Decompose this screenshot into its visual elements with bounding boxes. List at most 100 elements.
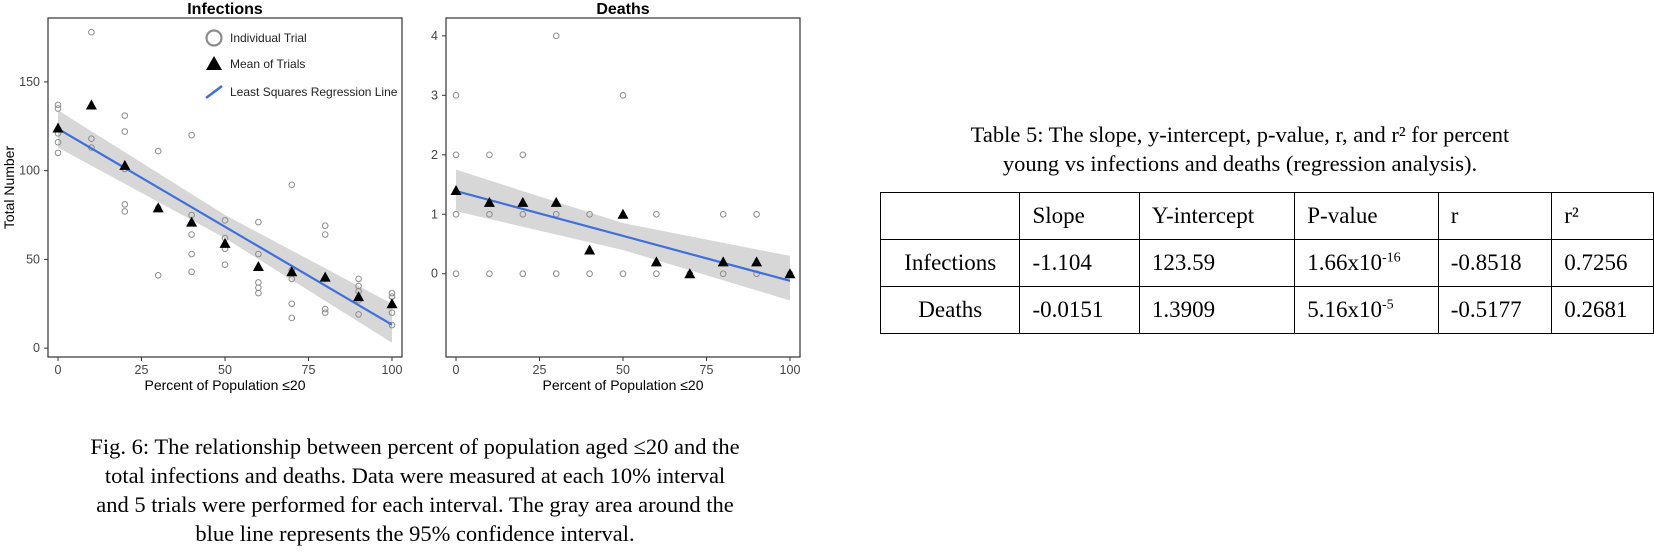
infections-trial-point	[54, 149, 62, 157]
deaths-mean-marker	[784, 268, 796, 279]
table-cell-r: -0.8518	[1437, 239, 1553, 287]
deaths-mean-marker	[517, 196, 529, 207]
deaths-trial-point	[653, 270, 660, 278]
table-cell-slope: -1.104	[1019, 239, 1140, 287]
deaths-mean-marker	[684, 268, 696, 279]
infections-x-tick-label: 25	[135, 363, 149, 377]
table-row: Deaths -0.0151 1.3909 5.16x10-5 -0.5177 …	[879, 286, 1654, 334]
infections-mean-marker	[52, 122, 64, 133]
infections-trial-point	[255, 218, 262, 226]
deaths-mean-marker	[717, 256, 729, 267]
legend-regression-marker	[205, 85, 223, 99]
deaths-mean-marker	[751, 256, 763, 267]
infections-mean-marker	[152, 202, 164, 213]
infections-trial-point	[355, 275, 362, 283]
deaths-x-tick-label: 100	[780, 363, 801, 377]
infections-trial-point	[321, 222, 329, 229]
infections-trial-point	[321, 309, 329, 316]
infections-regression-line	[57, 127, 393, 326]
deaths-y-tick-label: 4	[431, 29, 438, 43]
deaths-trial-point	[486, 151, 493, 159]
infections-mean-marker	[386, 298, 398, 309]
infections-trial-point	[154, 147, 162, 155]
table-header-row: Slope Y-intercept P-value r r²	[879, 192, 1654, 240]
table-header-r: r	[1437, 192, 1553, 240]
infections-mean-marker	[119, 159, 131, 170]
deaths-panel: Deaths 0 25 50 75 100 0 1 2 3 4 Percent of Populati…	[431, 1, 801, 393]
infections-trial-point	[321, 231, 329, 238]
infections-mean-marker	[219, 237, 231, 248]
infections-x-tick-label: 100	[382, 363, 403, 377]
deaths-trial-point	[486, 210, 493, 218]
infections-trial-point	[388, 309, 396, 316]
deaths-trial-point	[586, 210, 593, 218]
infections-trial-point	[288, 300, 296, 308]
legend-label: Mean of Trials	[230, 57, 305, 71]
deaths-trial-point	[552, 270, 560, 278]
figure-caption: Fig. 6: The relationship between percent…	[20, 432, 810, 548]
caption-line: blue line represents the 95% confidence …	[195, 521, 635, 546]
table-cell-intercept: 123.59	[1138, 239, 1296, 287]
infections-trial-point	[54, 138, 62, 146]
infections-mean-marker	[85, 99, 97, 110]
infections-trial-point	[255, 250, 262, 258]
deaths-trial-point	[586, 270, 593, 278]
deaths-trial-point	[452, 92, 460, 99]
table-cell-r2: 0.2681	[1551, 286, 1654, 334]
infections-y-axis-label: Total Number	[1, 146, 17, 230]
infections-y-tick-label: 0	[33, 341, 40, 355]
deaths-trial-point	[452, 210, 460, 218]
infections-trial-point	[188, 268, 195, 276]
infections-x-tick-label: 75	[302, 363, 316, 377]
deaths-trial-point	[653, 210, 660, 218]
infections-trial-point	[388, 289, 396, 297]
deaths-trial-point	[619, 270, 627, 278]
deaths-trial-point	[452, 270, 460, 278]
legend-label: Least Squares Regression Line	[230, 85, 398, 99]
infections-trial-point	[121, 201, 129, 208]
infections-x-tick-label: 50	[218, 363, 232, 377]
infections-trial-point	[255, 279, 262, 286]
pvalue-exponent: -16	[1382, 250, 1401, 266]
infections-trial-point	[188, 250, 195, 258]
infections-trial-point	[88, 28, 95, 36]
caption-line: total infections and deaths. Data were m…	[104, 463, 726, 488]
table-cell-r: -0.5177	[1437, 286, 1553, 334]
infections-mean-marker	[252, 260, 264, 271]
deaths-trial-point	[719, 270, 727, 278]
table-header-slope: Slope	[1019, 192, 1140, 240]
table-caption: Table 5: The slope, y-intercept, p-value…	[880, 120, 1600, 178]
legend: Individual Trial Mean of Trials Least Squa…	[205, 29, 398, 99]
table-cell-intercept: 1.3909	[1138, 286, 1296, 334]
deaths-regression-line	[455, 189, 791, 282]
infections-mean-marker	[186, 216, 198, 227]
deaths-trial-point	[719, 210, 727, 218]
infections-panel: Infections 0 25 50 75 100 0 50 100 150 Percent of …	[1, 1, 403, 393]
legend-mean-marker	[206, 56, 222, 70]
infections-trial-point	[154, 272, 162, 279]
deaths-trial-point	[619, 92, 627, 99]
deaths-mean-marker	[483, 196, 495, 207]
infections-trial-point	[288, 314, 296, 322]
infections-trial-point	[121, 128, 129, 135]
table-header-r2: r²	[1551, 192, 1654, 240]
regression-table: Slope Y-intercept P-value r r² Infection…	[879, 192, 1654, 334]
infections-trial-point	[355, 311, 362, 318]
deaths-x-tick-label: 50	[616, 363, 630, 377]
table-caption-line: Table 5: The slope, y-intercept, p-value…	[970, 122, 1510, 147]
infections-x-tick-label: 0	[55, 363, 62, 377]
deaths-trial-point	[519, 270, 527, 278]
deaths-trial-point	[486, 270, 493, 278]
deaths-mean-marker	[617, 208, 629, 219]
table-row: Infections -1.104 123.59 1.66x10-16 -0.8…	[879, 239, 1654, 287]
infections-x-axis-label: Percent of Population ≤20	[144, 377, 305, 393]
table-caption-line: young vs infections and deaths (regressi…	[1002, 151, 1478, 176]
table-header-intercept: Y-intercept	[1138, 192, 1296, 240]
infections-title: Infections	[187, 1, 263, 18]
deaths-mean-marker	[550, 196, 562, 207]
deaths-y-tick-label: 0	[431, 267, 438, 281]
caption-line: Fig. 6: The relationship between percent…	[90, 434, 740, 459]
infections-trial-point	[121, 112, 129, 119]
infections-trial-point	[255, 289, 262, 297]
